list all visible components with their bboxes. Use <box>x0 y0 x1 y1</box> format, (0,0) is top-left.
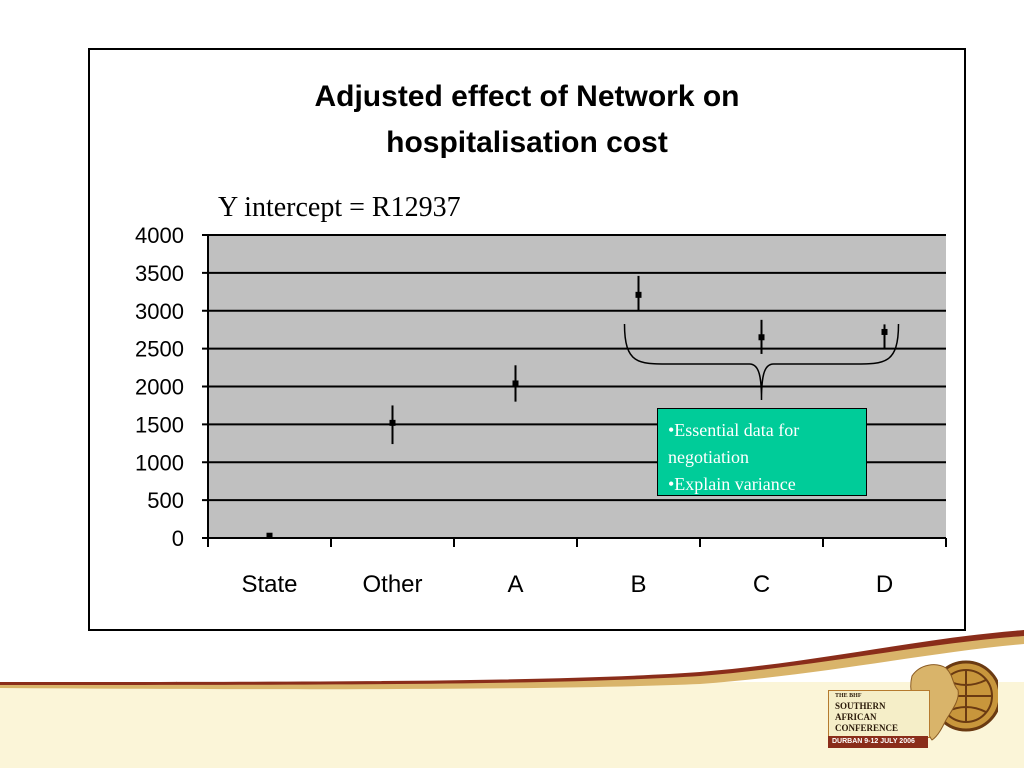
y-tick-label-0: 0 <box>172 526 184 551</box>
logo-line-4: CONFERENCE <box>835 723 899 733</box>
africa-globe-icon <box>910 660 998 741</box>
annotation-line-3: •Explain variance <box>668 474 796 494</box>
y-tick-label-1: 500 <box>147 488 184 513</box>
x-tick-label-a: A <box>507 571 523 598</box>
chart-title: Adjusted effect of Network on hospitalis… <box>88 74 966 166</box>
annotation-line-1: •Essential data for <box>668 420 800 440</box>
data-point-state <box>266 532 273 539</box>
y-tick-label-6: 3000 <box>135 299 184 324</box>
data-point-a <box>512 380 519 387</box>
logo-line-2: SOUTHERN <box>835 701 886 711</box>
conference-logo: THE BHF SOUTHERN AFRICAN CONFERENCE DURB… <box>828 654 998 754</box>
logo-text-box: THE BHF SOUTHERN AFRICAN CONFERENCE <box>828 690 930 738</box>
y-tick-label-5: 2500 <box>135 337 184 362</box>
y-intercept-subtitle: Y intercept = R12937 <box>218 192 461 223</box>
annotation-brace <box>623 323 900 401</box>
y-tick-label-2: 1000 <box>135 450 184 475</box>
logo-line-1: THE BHF <box>835 693 862 699</box>
annotation-line-2: negotiation <box>668 447 749 467</box>
chart-title-line-1: Adjusted effect of Network on <box>314 80 740 113</box>
data-point-b <box>635 291 642 298</box>
logo-date-band: DURBAN 9-12 JULY 2006 <box>828 736 928 748</box>
chart-plot: 0 500 1000 1500 2000 2500 3000 3500 4000 State Oth… <box>135 223 947 598</box>
y-tick-label-8: 4000 <box>135 223 184 248</box>
x-tick-label-state: State <box>241 571 297 598</box>
x-tick-label-b: B <box>630 571 646 598</box>
y-tick-label-7: 3500 <box>135 261 184 286</box>
annotation-callout: •Essential data for negotiation •Explain… <box>657 408 867 496</box>
x-tick-label-d: D <box>876 571 893 598</box>
data-point-c <box>758 334 765 341</box>
logo-line-3: AFRICAN <box>835 712 877 722</box>
chart-title-line-2: hospitalisation cost <box>386 126 668 159</box>
y-tick-label-4: 2000 <box>135 375 184 400</box>
footer-swoosh-gold <box>0 636 1024 690</box>
x-tick-label-c: C <box>753 571 770 598</box>
data-point-other <box>389 419 396 426</box>
y-tick-label-3: 1500 <box>135 412 184 437</box>
data-point-d <box>881 328 888 335</box>
x-tick-label-other: Other <box>362 571 422 598</box>
